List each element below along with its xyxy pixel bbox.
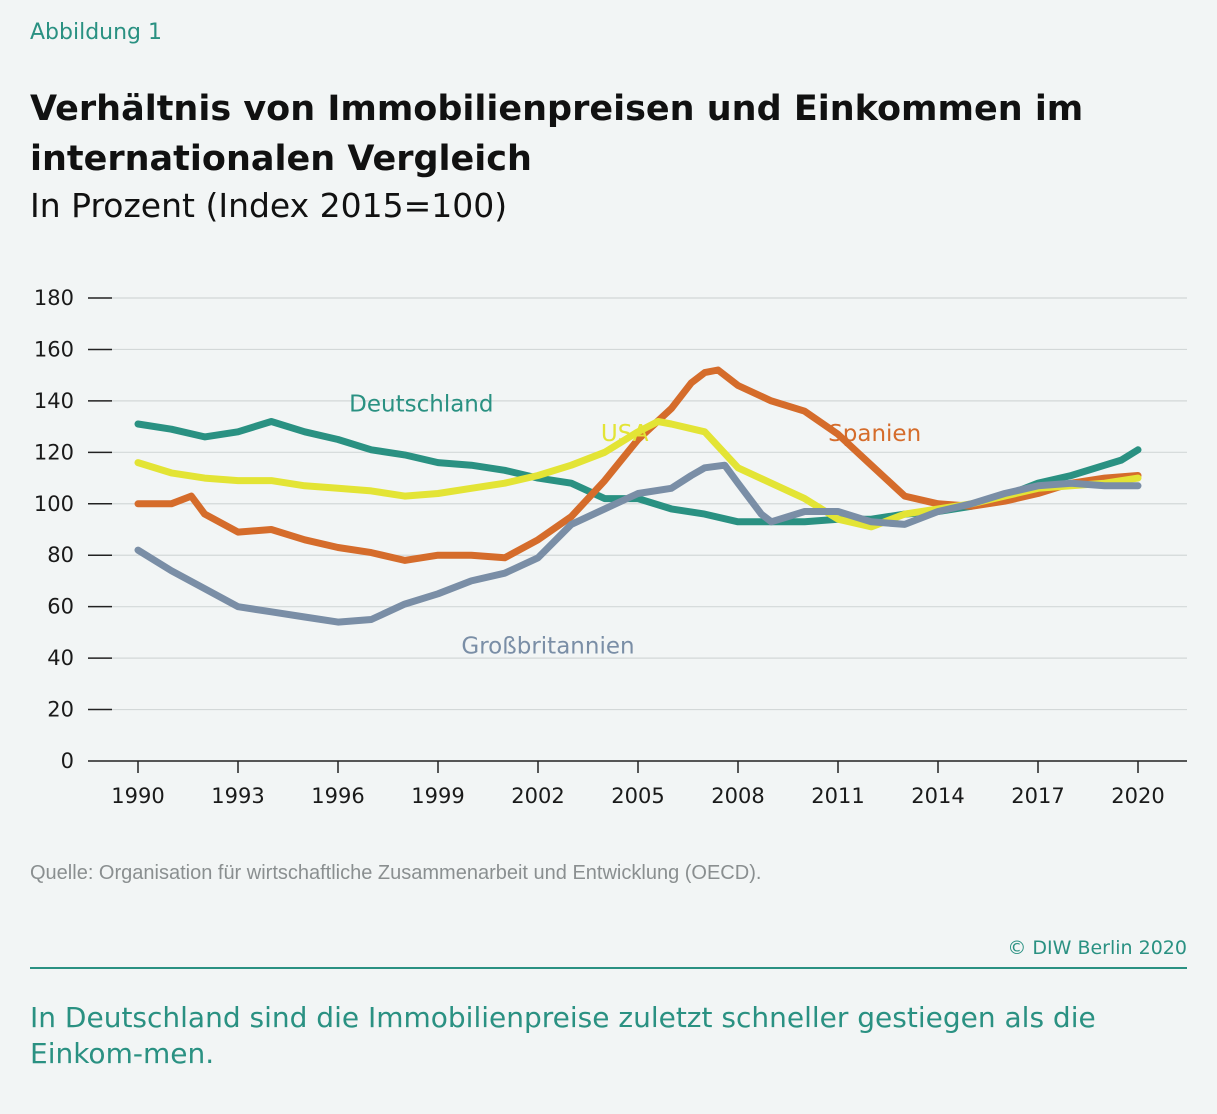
y-tick-label: 100: [34, 492, 74, 516]
caption: In Deutschland sind die Immobilienpreise…: [30, 1001, 1096, 1070]
x-tick-label: 2005: [611, 784, 664, 808]
x-tick-label: 2002: [511, 784, 564, 808]
y-tick-label: 140: [34, 389, 74, 413]
y-tick-label: 80: [47, 543, 74, 567]
y-tick-label: 120: [34, 440, 74, 464]
copyright: © DIW Berlin 2020: [1007, 937, 1187, 959]
y-tick-label: 60: [47, 595, 74, 619]
chart-subtitle: In Prozent (Index 2015=100): [30, 186, 508, 225]
x-tick-label: 1990: [111, 784, 164, 808]
figure-label: Abbildung 1: [30, 20, 163, 45]
divider: [30, 967, 1187, 969]
series-labels: Deutschland Spanien USA Großbritannien: [349, 391, 921, 659]
y-tick-label: 0: [61, 749, 74, 773]
x-axis: 1990 1993 1996 1999 2002 2005 2008 2011 2014 2017…: [111, 761, 1165, 808]
x-tick-label: 2008: [711, 784, 764, 808]
x-tick-label: 1996: [311, 784, 364, 808]
series-line-großbritannien: [134, 461, 1142, 626]
series-label-deutschland: Deutschland: [349, 391, 493, 417]
y-tick-label: 40: [47, 646, 74, 670]
x-tick-label: 2011: [811, 784, 864, 808]
x-tick-label: 2020: [1111, 784, 1164, 808]
y-axis: 0 20 40 60 80 100 120 140 160 180: [34, 286, 74, 773]
chart-title: Verhältnis von Immobilienpreisen und Ein…: [30, 89, 1084, 179]
x-tick-label: 2014: [911, 784, 964, 808]
x-tick-label: 1999: [411, 784, 464, 808]
source-note: Quelle: Organisation für wirtschaftliche…: [30, 862, 762, 884]
y-tick-label: 20: [47, 698, 74, 722]
series-label-spanien: Spanien: [828, 421, 921, 447]
x-tick-label: 1993: [211, 784, 264, 808]
y-tick-label: 180: [34, 286, 74, 310]
y-tick-label: 160: [34, 337, 74, 361]
x-tick-label: 2017: [1011, 784, 1064, 808]
series-label-usa: USA: [601, 421, 649, 447]
series-label-großbritannien: Großbritannien: [461, 633, 634, 659]
series-line-spanien: [134, 366, 1142, 564]
series-lines: [134, 366, 1142, 626]
